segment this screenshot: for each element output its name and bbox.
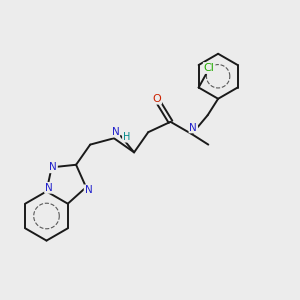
Text: N: N: [112, 127, 119, 136]
Text: N: N: [85, 185, 92, 195]
Text: N: N: [45, 183, 53, 193]
Text: H: H: [123, 132, 130, 142]
Text: O: O: [152, 94, 161, 104]
Text: N: N: [189, 122, 197, 133]
Text: N: N: [49, 162, 57, 172]
Text: Cl: Cl: [204, 63, 214, 73]
